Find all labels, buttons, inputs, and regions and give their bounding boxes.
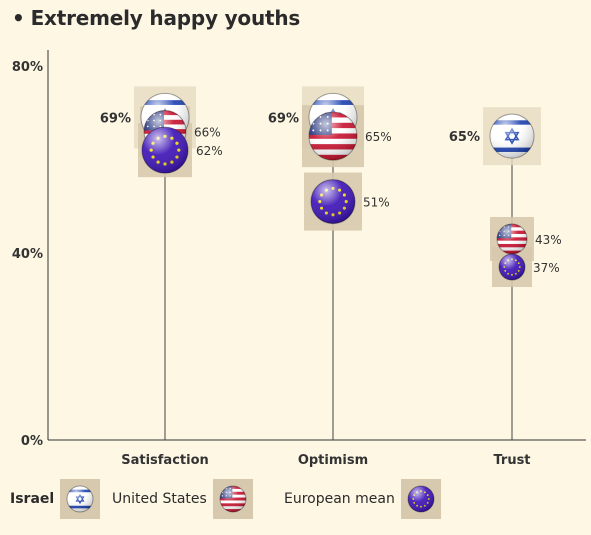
israel-flag-marker bbox=[489, 113, 535, 159]
data-label: 51% bbox=[363, 196, 390, 210]
legend-swatch-united-states bbox=[212, 479, 253, 519]
y-tick-label: 40% bbox=[12, 247, 43, 262]
bubble-chart: 80% 40% 0% Satisfaction Optimism Trust 69% 69%… bbox=[12, 50, 586, 468]
eu-flag-marker bbox=[310, 179, 356, 225]
chart-legend: Israel United States European mean bbox=[0, 478, 591, 522]
data-label: 65% bbox=[449, 130, 480, 145]
x-tick-label: Satisfaction bbox=[121, 453, 209, 468]
data-label: 43% bbox=[535, 233, 562, 247]
data-label: 62% bbox=[196, 144, 223, 158]
legend-label-european-mean: European mean bbox=[284, 491, 395, 507]
chart-title: • Extremely happy youths bbox=[12, 6, 300, 30]
legend-label-united-states: United States bbox=[112, 491, 207, 507]
israel-flag-icon bbox=[66, 485, 94, 513]
legend-label-israel: Israel bbox=[10, 491, 55, 507]
y-tick-label: 80% bbox=[12, 60, 43, 75]
us-flag-marker bbox=[308, 111, 358, 161]
legend-item-israel: Israel bbox=[10, 478, 101, 520]
legend-swatch-israel bbox=[60, 479, 101, 519]
us-flag-icon bbox=[219, 485, 247, 513]
x-tick-label: Optimism bbox=[298, 453, 368, 468]
data-label: 66% bbox=[194, 125, 221, 139]
eu-flag-icon bbox=[407, 485, 435, 513]
legend-item-european-mean: European mean bbox=[284, 478, 441, 520]
legend-item-united-states: United States bbox=[112, 478, 253, 520]
eu-flag-marker bbox=[498, 253, 526, 281]
data-label: 65% bbox=[365, 130, 392, 144]
legend-swatch-european-mean bbox=[400, 479, 441, 519]
us-flag-marker bbox=[496, 223, 528, 255]
eu-flag-marker bbox=[141, 126, 189, 174]
x-tick-label: Trust bbox=[493, 453, 530, 468]
chart-title-text: Extremely happy youths bbox=[30, 6, 301, 30]
title-bullet: • bbox=[12, 6, 25, 30]
data-label: 69% bbox=[100, 111, 131, 126]
data-label: 37% bbox=[533, 261, 560, 275]
data-label: 69% bbox=[268, 111, 299, 126]
y-tick-label: 0% bbox=[21, 434, 43, 449]
